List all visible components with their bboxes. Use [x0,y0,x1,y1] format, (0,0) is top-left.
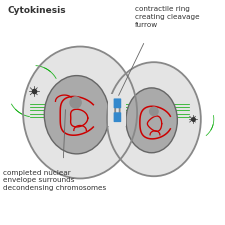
FancyBboxPatch shape [114,112,121,122]
Ellipse shape [126,88,177,153]
Circle shape [69,96,82,109]
Ellipse shape [23,47,137,178]
Text: Cytokinesis: Cytokinesis [7,6,66,15]
Text: completed nuclear
envelope surrounds
decondensing chromosomes: completed nuclear envelope surrounds dec… [3,169,106,191]
Ellipse shape [107,62,201,176]
FancyBboxPatch shape [114,98,121,108]
Polygon shape [108,94,126,126]
Circle shape [149,106,159,116]
Text: contractile ring
creating cleavage
furrow: contractile ring creating cleavage furro… [135,6,200,28]
Ellipse shape [44,76,109,154]
Polygon shape [108,94,126,126]
